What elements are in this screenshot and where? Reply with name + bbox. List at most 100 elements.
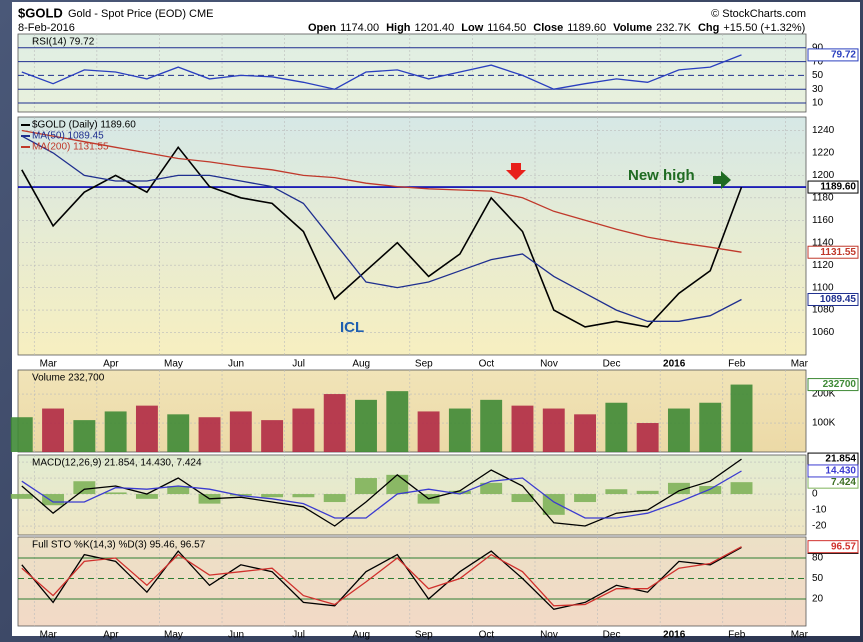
y-tick-label: 0 (812, 489, 818, 500)
annotation: ICL (340, 319, 364, 336)
quote-label: Open (308, 22, 336, 34)
x-tick-label: Feb (728, 359, 746, 370)
bar (636, 490, 659, 495)
copyright: © StockCharts.com (711, 8, 806, 20)
y-tick-label: 50 (812, 70, 824, 81)
bar (355, 399, 377, 452)
x-tick-label: Dec (603, 630, 621, 641)
y-tick-label: 20 (812, 594, 824, 605)
x-tick-label: Nov (540, 359, 558, 370)
bar (355, 478, 377, 495)
bar (135, 494, 158, 499)
symbol: $GOLD (18, 5, 63, 20)
x-tick-label: Mar (791, 359, 809, 370)
series-line (21, 458, 742, 527)
bar (167, 486, 190, 495)
bar (386, 391, 409, 452)
y-tick-label: 1200 (812, 170, 835, 181)
x-tick-label: Oct (479, 359, 495, 370)
bar (542, 408, 565, 452)
description: Gold - Spot Price (EOD) CME (68, 8, 213, 20)
x-tick-label: Dec (603, 359, 621, 370)
y-tick-label: 10 (812, 98, 824, 109)
bar (261, 494, 284, 498)
bar (542, 494, 565, 515)
x-tick-label: Mar (40, 359, 58, 370)
plots: 10 30 50 70 90 79.72 RSI(14) 79.72 1060 1080 1100… (10, 33, 859, 641)
quote: Open 1174.00 High 1201.40 Low 1164.50 Close 118… (308, 22, 805, 34)
legend-label: $GOLD (Daily) 1189.60 (32, 120, 136, 131)
green-arrow (713, 171, 731, 189)
value-badge-text: 1131.55 (820, 247, 856, 258)
quote-label: Close (533, 22, 563, 34)
x-tick-label: Apr (103, 630, 119, 641)
y-tick-label: 70 (812, 56, 824, 67)
value-badge-text: 79.72 (831, 50, 856, 61)
x-tick-label: Jun (228, 359, 244, 370)
x-tick-label: Apr (103, 359, 119, 370)
panel-background (17, 33, 807, 113)
y-tick-label: 1120 (812, 260, 834, 271)
x-tick-label: May (164, 630, 183, 641)
x-tick-label: Nov (540, 630, 558, 641)
value-badge (807, 48, 859, 62)
bar (699, 402, 722, 452)
value-badge (807, 464, 859, 478)
series-line (21, 470, 742, 519)
value-badge-text: 96.57 (831, 541, 856, 552)
value-badge (807, 292, 859, 306)
panel-background (17, 536, 807, 627)
bar (417, 411, 440, 452)
y-tick-label: 90 (812, 42, 824, 53)
quote-label: Volume (613, 22, 652, 34)
red-arrow (506, 163, 526, 180)
x-tick-label: Mar (791, 630, 809, 641)
quote-value: 232.7K (656, 22, 692, 34)
y-tick-label: 200K (812, 389, 836, 400)
series-line (21, 546, 742, 611)
date: 8-Feb-2016 (18, 22, 75, 34)
x-tick-label: 2016 (663, 359, 686, 370)
quote-label: Chg (698, 22, 719, 34)
bar (323, 394, 346, 452)
y-tick-label: -10 (812, 505, 827, 516)
bar (667, 482, 690, 495)
x-tick-label: Feb (728, 630, 746, 641)
y-tick-label: 1100 (812, 282, 834, 293)
panel-title: Full STO %K(14,3) %D(3) 95.46, 96.57 (32, 540, 206, 551)
bar (229, 494, 252, 496)
bar (292, 494, 315, 498)
series-line (21, 54, 742, 90)
series-line (21, 135, 742, 322)
quote-value: +15.50 (+1.32%) (723, 22, 805, 34)
y-tick-label: 30 (812, 84, 824, 95)
value-badge-text: 1189.60 (820, 182, 856, 193)
bar (480, 399, 503, 452)
x-tick-label: Jun (228, 630, 244, 641)
value-badge-text: 14.430 (825, 466, 856, 477)
x-tick-label: Aug (352, 359, 370, 370)
value-badge (807, 540, 859, 554)
value-badge-text: 21.854 (825, 454, 856, 465)
series-line (21, 546, 742, 607)
panel-title: MACD(12,26,9) 21.854, 14.430, 7.424 (32, 458, 202, 469)
bar (104, 411, 127, 452)
y-tick-label: -20 (812, 521, 827, 532)
quote-label: Low (461, 22, 483, 34)
x-tick-label: Sep (415, 630, 433, 641)
bar (574, 494, 597, 503)
quote-value: 1164.50 (487, 22, 526, 34)
bar (42, 408, 65, 452)
bar (10, 494, 33, 499)
y-tick-label: 1080 (812, 305, 835, 316)
bar (167, 414, 190, 452)
bar (605, 402, 628, 452)
x-tick-label: May (164, 359, 183, 370)
y-tick-label: 1180 (812, 192, 834, 203)
bar (667, 408, 690, 452)
bar (448, 490, 471, 495)
bar (636, 423, 659, 452)
value-badge-text: 232700 (823, 379, 857, 390)
